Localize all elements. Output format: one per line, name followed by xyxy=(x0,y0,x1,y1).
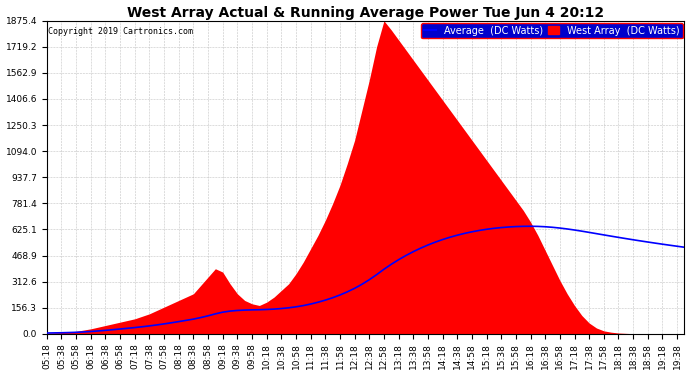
Legend: Average  (DC Watts), West Array  (DC Watts): Average (DC Watts), West Array (DC Watts… xyxy=(421,22,682,39)
Text: Copyright 2019 Cartronics.com: Copyright 2019 Cartronics.com xyxy=(48,27,193,36)
Title: West Array Actual & Running Average Power Tue Jun 4 20:12: West Array Actual & Running Average Powe… xyxy=(127,6,604,20)
